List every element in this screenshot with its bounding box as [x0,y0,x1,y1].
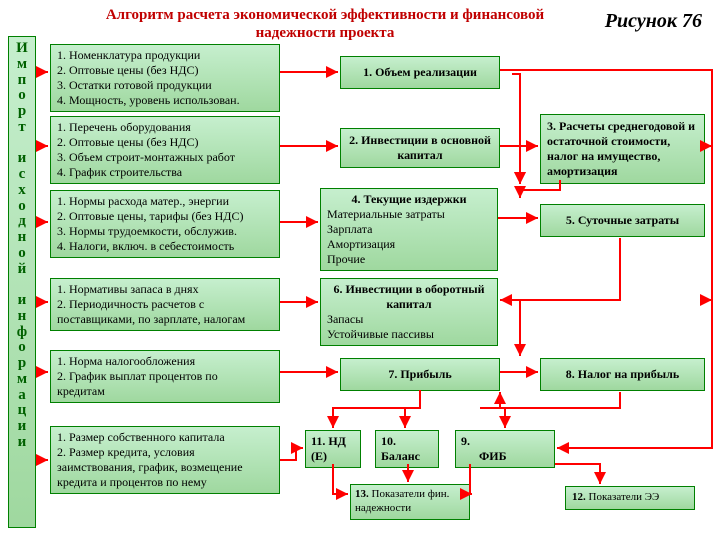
input-box-5: 1. Норма налогообложения2. График выплат… [50,350,280,403]
box-11-label: 11. НД (Е) [311,434,346,463]
input-box-4: 1. Нормативы запаса в днях2. Периодичнос… [50,278,280,331]
figure-ref: Рисунок 76 [605,10,702,33]
box-4-costs: 4. Текущие издержкиМатериальные затратыЗ… [320,188,498,271]
box-13-label: Показатели фин. надежности [355,488,449,514]
box-10-balance: 10. Баланс [375,430,439,468]
box-2-invest-fixed: 2. Инвестиции в основной капитал [340,128,500,168]
box-13-reliability: 13. Показатели фин. надежности [350,484,470,520]
input-box-1: 1. Номенклатура продукции2. Оптовые цены… [50,44,280,112]
box-3-calc: 3. Расчеты среднегодовой и остаточной ст… [540,114,705,184]
box-1-volume: 1. Объем реализации [340,56,500,89]
box-9-fib: 9.ФИБ [455,430,555,468]
input-box-2: 1. Перечень оборудования2. Оптовые цены … [50,116,280,184]
box-12-ee: 12. Показатели ЭЭ [565,486,695,510]
box-6-invest-working: 6. Инвестиции в оборотный капиталЗапасыУ… [320,278,498,346]
diagram-title: Алгоритм расчета экономической эффективн… [100,6,550,42]
input-box-3: 1. Нормы расхода матер., энергии2. Оптов… [50,190,280,258]
box-10-label: 10. Баланс [381,434,420,463]
sidebar-label: Импорт исходной информации [8,36,36,528]
input-box-6: 1. Размер собственного капитала2. Размер… [50,426,280,494]
box-8-tax: 8. Налог на прибыль [540,358,705,391]
box-7-profit: 7. Прибыль [340,358,500,391]
box-11-nd: 11. НД (Е) [305,430,361,468]
box-5-daily: 5. Суточные затраты [540,204,705,237]
